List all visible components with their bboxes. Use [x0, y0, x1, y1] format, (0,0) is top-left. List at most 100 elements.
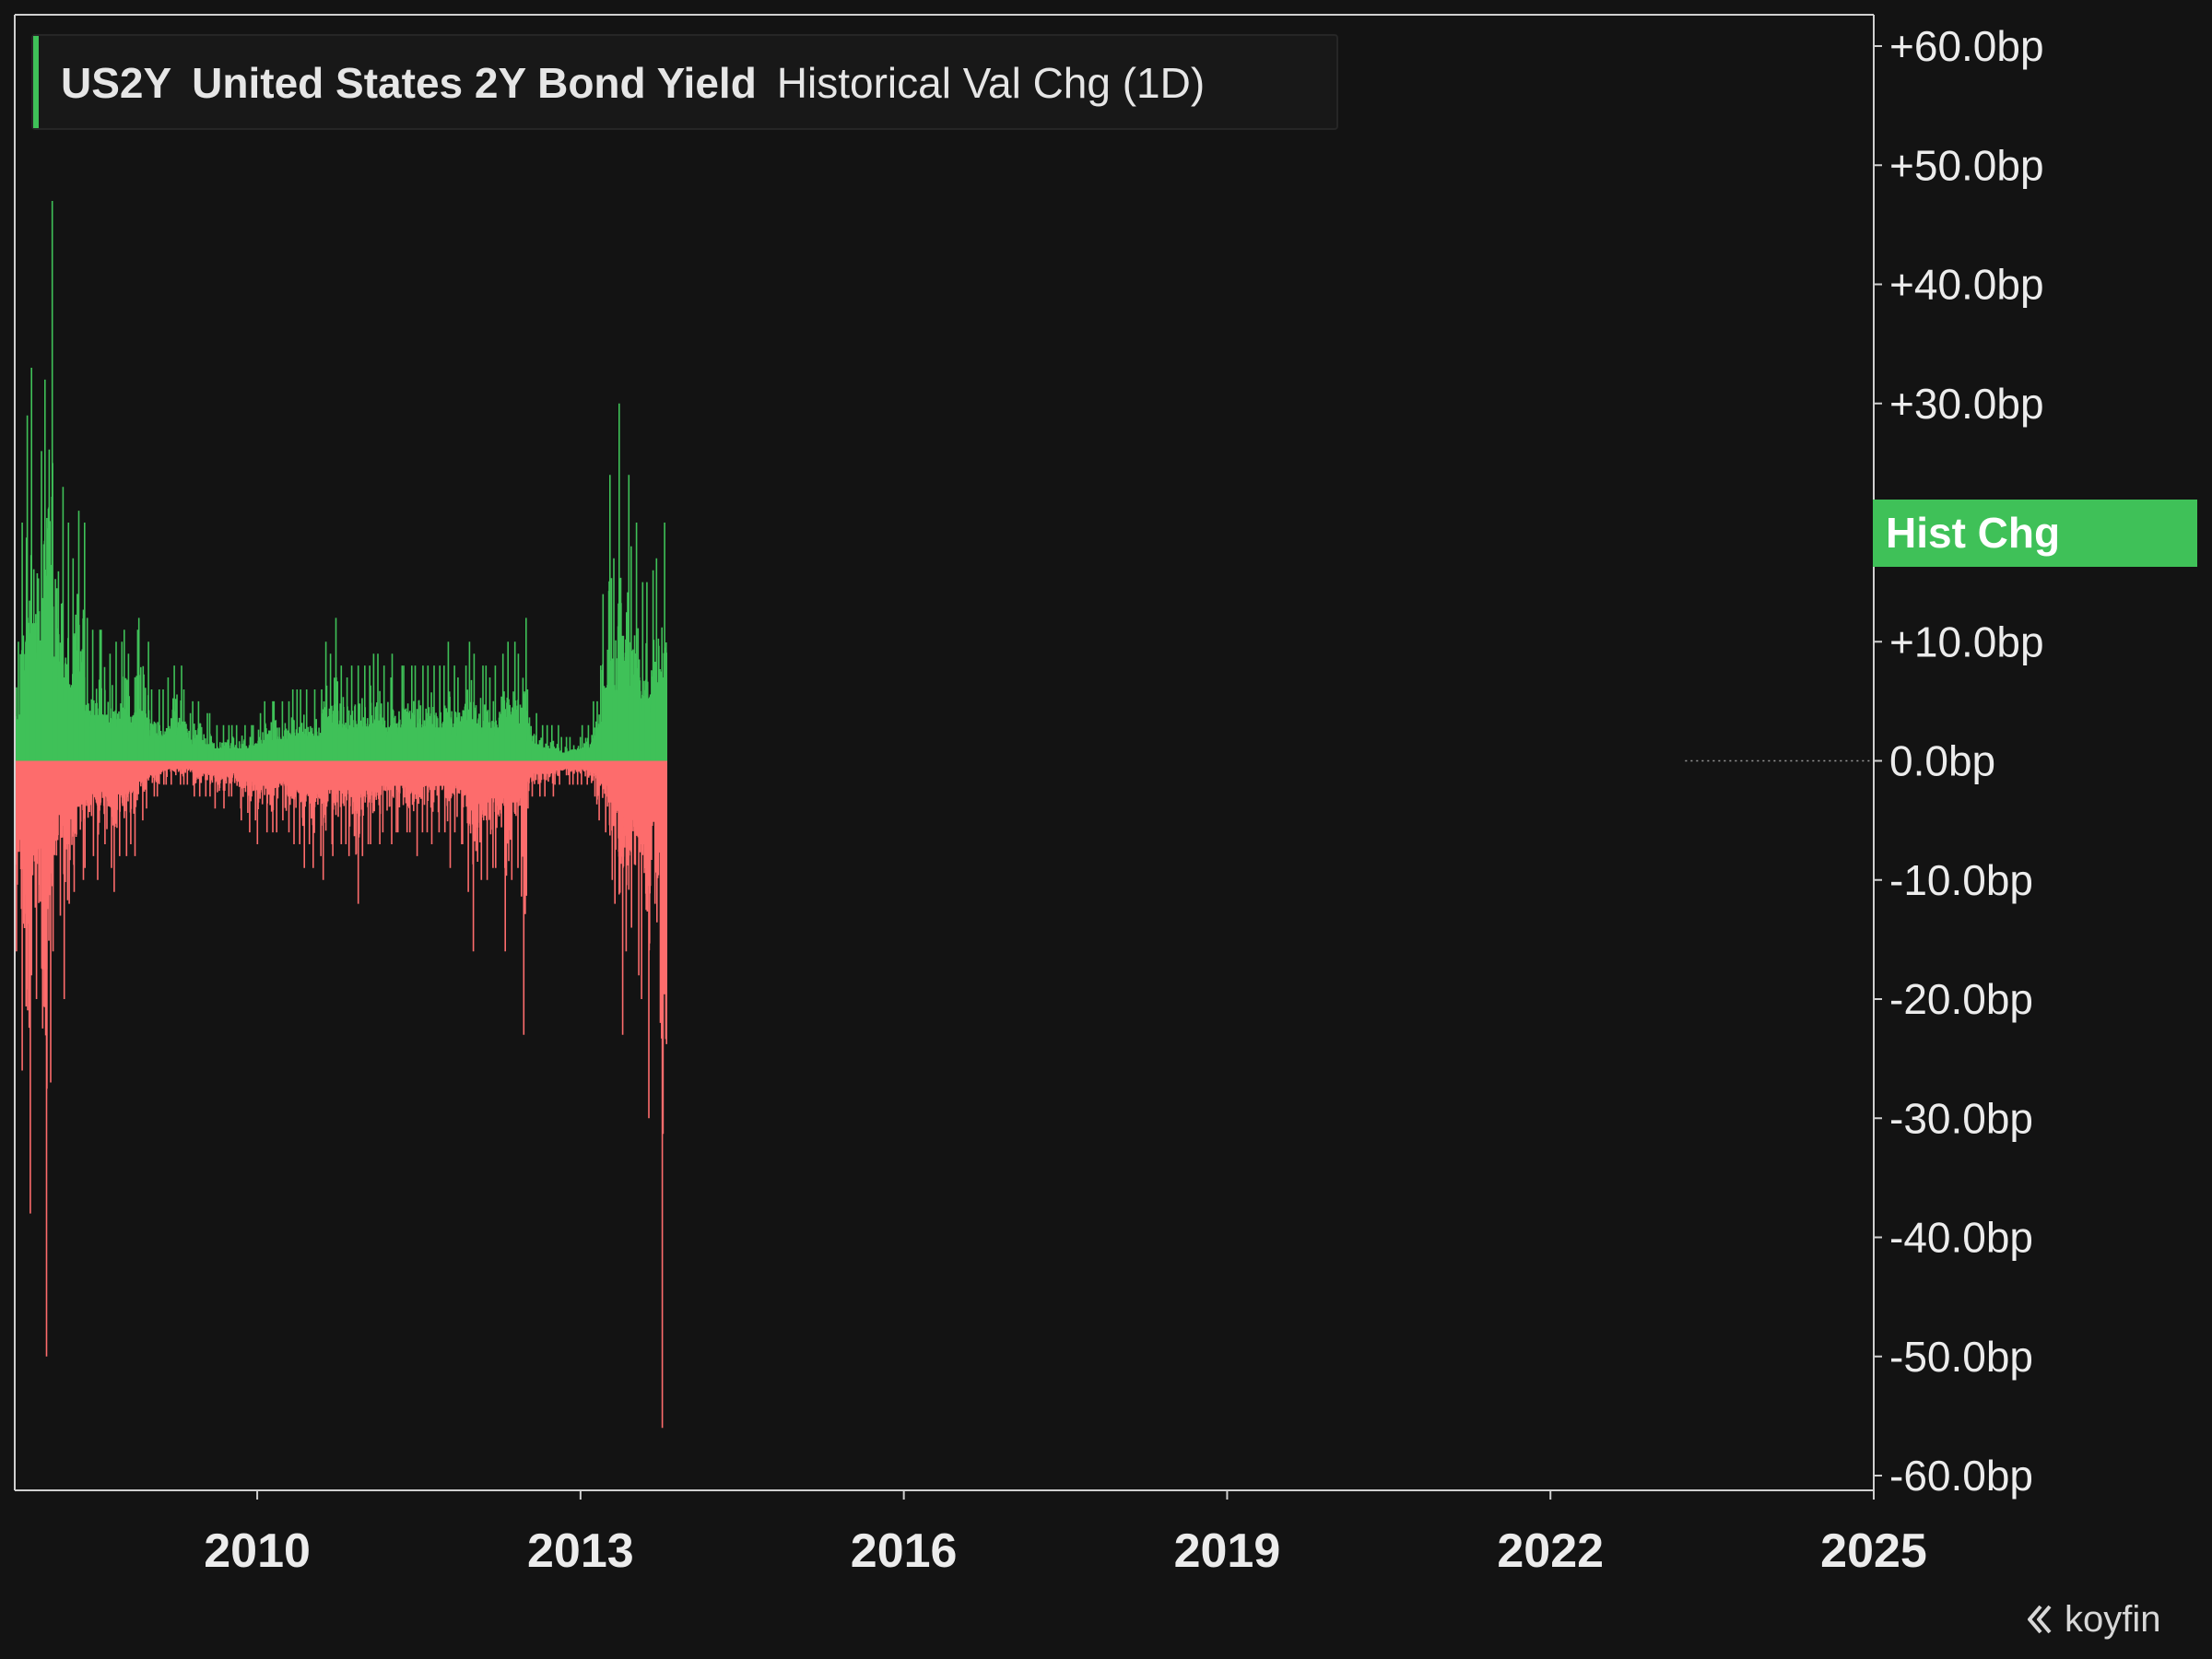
positive-bar [241, 724, 247, 761]
negative-bar [633, 760, 641, 976]
negative-bar [445, 760, 453, 868]
negative-bar [105, 760, 112, 868]
positive-bar [165, 677, 172, 761]
negative-bar [618, 760, 625, 1035]
positive-bar [122, 629, 129, 761]
positive-bar [337, 665, 345, 761]
negative-bar [574, 760, 582, 785]
positive-bar [224, 724, 231, 761]
negative-bar [321, 760, 328, 880]
negative-bar [46, 760, 53, 1083]
negative-bar [385, 760, 393, 844]
positive-bar [46, 201, 53, 761]
negative-bar [515, 760, 523, 868]
negative-bar [483, 760, 490, 880]
positive-bar [466, 641, 474, 761]
positive-bar [294, 689, 301, 761]
negative-bar [650, 760, 657, 904]
y-tick-label: -50.0bp [1889, 1333, 2033, 1381]
positive-bar [95, 629, 102, 761]
chart-legend[interactable]: US2Y United States 2Y Bond Yield Historica… [31, 34, 1338, 130]
positive-bar [455, 677, 463, 761]
positive-bar [504, 641, 512, 761]
negative-bar [133, 760, 140, 856]
positive-bar [510, 641, 517, 761]
negative-bar [95, 760, 102, 880]
positive-bar [628, 546, 635, 761]
y-tick-label: 0.0bp [1889, 737, 1995, 785]
negative-bar [375, 760, 382, 844]
negative-bar [381, 760, 387, 833]
negative-bar [580, 760, 587, 785]
positive-bar [521, 618, 527, 761]
negative-bar [423, 760, 430, 833]
positive-bar [321, 641, 328, 761]
positive-bars [14, 201, 667, 761]
negative-bar [305, 760, 312, 844]
negative-bar [165, 760, 172, 785]
negative-bar [154, 760, 161, 797]
x-tick-label: 2013 [527, 1524, 634, 1578]
negative-bar [510, 760, 517, 880]
positive-bar [251, 724, 258, 761]
negative-bar [267, 760, 275, 833]
positive-bar [661, 523, 667, 761]
positive-bar [197, 700, 205, 761]
negative-bar [294, 760, 301, 844]
negative-bar [235, 760, 242, 809]
positive-bar [218, 724, 226, 761]
negative-bar [451, 760, 457, 833]
negative-bar [440, 760, 447, 833]
negative-bar [542, 760, 549, 797]
negative-bar [569, 760, 576, 785]
legend-ticker: US2Y [61, 59, 172, 107]
positive-bar [553, 724, 560, 761]
positive-bar [52, 463, 59, 761]
negative-bar [203, 760, 210, 797]
negative-bar [311, 760, 317, 868]
negative-bar [639, 760, 646, 999]
positive-bar [461, 665, 468, 761]
negative-bar [14, 760, 21, 952]
negative-bar [493, 760, 500, 868]
y-tick-label: +30.0bp [1889, 380, 2044, 428]
positive-bar [385, 677, 393, 761]
positive-bar [364, 665, 371, 761]
negative-bar [63, 760, 70, 999]
positive-bar [171, 665, 177, 761]
positive-bar [488, 677, 495, 761]
positive-bar [477, 665, 485, 761]
negative-bar [461, 760, 468, 844]
negative-bar [429, 760, 436, 844]
positive-bar [181, 689, 188, 761]
negative-bar [197, 760, 205, 797]
positive-bar [277, 700, 285, 761]
negative-bar [661, 760, 667, 1429]
legend-text: US2Y United States 2Y Bond Yield Historica… [61, 60, 1205, 106]
x-tick-label: 2019 [1174, 1524, 1281, 1578]
positive-bar [245, 724, 253, 761]
positive-bar [639, 582, 646, 761]
negative-bar [558, 760, 565, 785]
positive-bar [483, 665, 490, 761]
positive-bar [407, 665, 415, 761]
positive-bar [612, 558, 619, 761]
negative-bar [563, 760, 571, 785]
positive-bar [311, 689, 317, 761]
positive-bar [283, 700, 290, 761]
positive-bar [116, 641, 124, 761]
negative-bars [14, 760, 667, 1429]
negative-bar [84, 760, 91, 868]
negative-bar [67, 760, 75, 904]
negative-bar [256, 760, 264, 844]
positive-bar [73, 511, 80, 761]
y-tick-label: -10.0bp [1889, 856, 2033, 904]
positive-bar [273, 700, 280, 761]
positive-bar [192, 700, 199, 761]
positive-bar [25, 415, 32, 761]
positive-bar [515, 653, 523, 761]
positive-bar [203, 712, 210, 761]
positive-bar [595, 665, 603, 761]
negative-bar [35, 760, 42, 999]
